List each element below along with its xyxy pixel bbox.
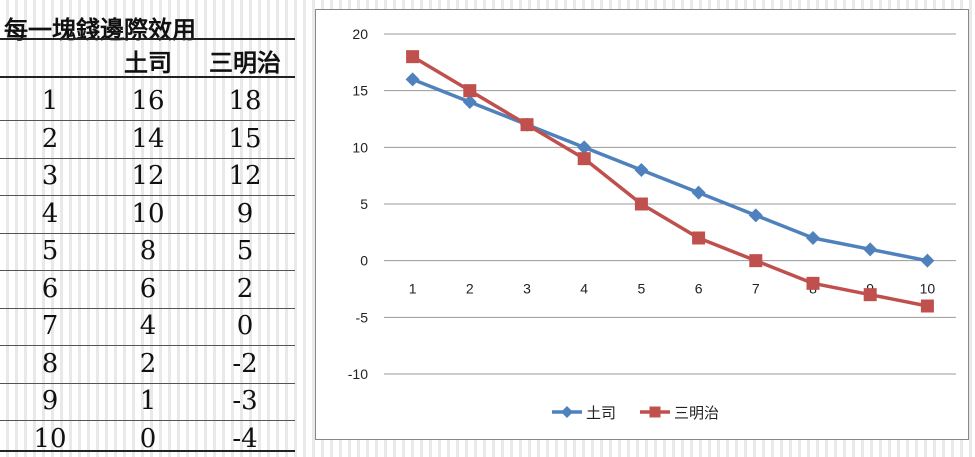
toast-value: 0 [139,423,157,454]
row-index: 10 [33,423,67,454]
toast-value: 8 [139,236,157,266]
row-divider [0,232,295,234]
row-index: 7 [41,311,59,341]
legend-label: 三明治 [674,404,719,422]
data-point-toast [405,72,420,87]
series-line-1 [411,77,928,263]
y-tick-label: -10 [348,366,368,382]
data-point-sandwich [920,299,934,313]
data-point-sandwich [634,197,648,211]
row-index: 1 [41,86,59,116]
toast-value: 4 [139,311,157,341]
data-point-toast [920,253,935,268]
sandwich-value: 18 [228,86,262,116]
sandwich-value: -2 [232,348,258,379]
data-point-sandwich [577,152,591,166]
toast-value: 10 [131,198,165,229]
data-point-sandwich [749,254,763,268]
row-divider [0,195,295,196]
row-index: 4 [41,198,59,229]
legend-marker-square [649,406,661,418]
sandwich-value: 15 [228,123,262,154]
table-bottom-line [0,450,295,452]
sandwich-value: -4 [232,423,258,454]
y-tick-label: 15 [352,83,368,99]
utility-table: 每一塊錢邊際效用 土司 三明治 1 16 18 2 14 15 3 12 12 4 10 9 5 8 5 6 6… [0,0,300,457]
row-index: 9 [41,386,59,416]
legend-marker-diamond [561,406,573,418]
row-index: 3 [41,161,59,191]
x-tick-label: 6 [695,281,703,297]
row-divider [0,120,295,121]
toast-value: 12 [131,161,165,191]
data-point-toast [691,185,706,200]
data-point-toast [634,163,649,177]
data-point-sandwich [520,118,534,132]
row-divider [0,307,295,309]
y-tick-label: 5 [360,196,368,212]
data-point-toast [462,95,477,109]
row-index: 5 [41,236,59,266]
data-point-sandwich [863,288,877,302]
row-divider [0,382,295,384]
x-tick-label: 10 [920,281,936,297]
y-tick-label: 20 [352,26,368,42]
row-index: 6 [41,273,59,304]
title-underline [0,38,295,40]
data-point-toast [806,231,820,245]
y-tick-label: 0 [360,253,368,269]
toast-value: 6 [139,273,157,304]
header-underline [0,76,295,78]
chart-area: -10-50510152012345678910土司三明治 [315,9,969,440]
x-tick-label: 2 [466,281,474,297]
header-sandwich: 三明治 [209,48,281,77]
line-chart: -10-50510152012345678910土司三明治 [348,26,956,422]
legend-label: 土司 [586,404,616,422]
y-tick-label: 10 [352,139,368,155]
sandwich-value: 12 [228,161,262,191]
toast-value: 14 [131,123,165,154]
row-index: 8 [41,348,59,379]
sandwich-value: 2 [236,273,254,304]
sandwich-value: 0 [236,311,254,341]
row-divider [0,270,295,271]
x-tick-label: 4 [580,281,588,297]
x-tick-label: 3 [523,281,531,297]
sandwich-value: 9 [236,198,254,229]
row-divider [0,157,295,159]
data-point-sandwich [692,231,706,245]
sandwich-value: 5 [236,236,254,266]
data-point-toast [577,140,592,155]
toast-value: 2 [139,348,157,379]
data-point-toast [863,242,878,257]
header-toast: 土司 [124,48,172,77]
y-tick-label: -5 [356,309,369,325]
sandwich-value: -3 [232,386,258,416]
data-point-toast [748,208,763,223]
toast-value: 16 [131,86,165,116]
x-tick-label: 7 [752,281,760,297]
data-point-sandwich [806,276,820,290]
toast-value: 1 [139,386,157,416]
x-tick-label: 1 [409,281,417,297]
data-point-sandwich [463,84,477,98]
row-divider [0,420,295,421]
x-tick-label: 5 [638,281,646,297]
series-line-2 [411,55,928,308]
row-index: 2 [41,123,59,154]
row-divider [0,345,295,346]
data-point-sandwich [406,50,420,64]
